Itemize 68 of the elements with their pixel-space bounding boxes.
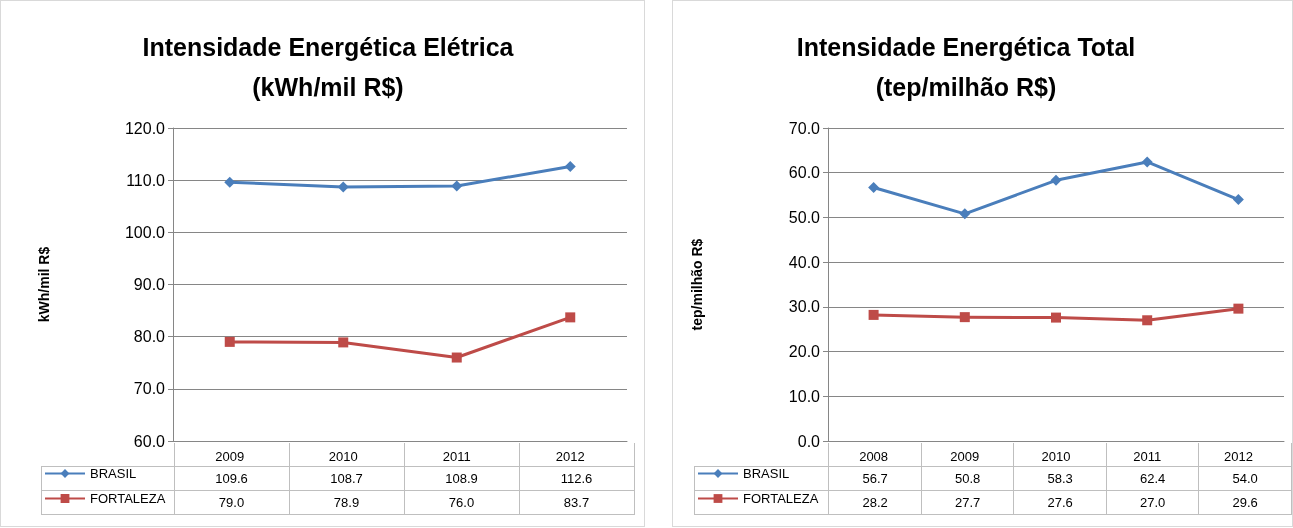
point [868, 309, 879, 320]
y-tick-label: 60.0 [133, 432, 166, 450]
y-tick-label: 80.0 [133, 328, 166, 346]
y-tick-label: 90.0 [133, 276, 166, 293]
data-label: 109.6 [174, 466, 289, 491]
x-tick-label: 2009 [215, 449, 245, 464]
point [959, 208, 971, 220]
y-tick-label: 110.0 [126, 171, 166, 189]
x-tick-label: 2012 [1223, 449, 1253, 464]
legend-label: BRASIL [743, 466, 790, 481]
data-label: 29.6 [1198, 490, 1292, 515]
point [224, 336, 235, 347]
data-label: 54.0 [1198, 466, 1292, 491]
y-tick-label: 120.0 [124, 119, 166, 137]
point [959, 312, 970, 323]
data-label: 108.7 [289, 466, 404, 491]
y-tick-label: 10.0 [788, 387, 821, 405]
y-axis-title: kWh/mil R$ [36, 246, 52, 323]
data-label: 112.6 [519, 466, 634, 491]
point [1050, 174, 1062, 186]
y-tick-label: 70.0 [788, 119, 821, 137]
data-label: 27.7 [921, 490, 1014, 515]
x-tick-label: 2010 [1041, 449, 1071, 464]
y-tick-label: 70.0 [133, 380, 166, 398]
y-tick-label: 0.0 [797, 432, 821, 450]
point [868, 181, 880, 193]
point [564, 161, 576, 173]
legend-label: FORTALEZA [90, 491, 166, 506]
data-label: 56.7 [828, 466, 922, 491]
x-tick-label: 2011 [442, 449, 471, 464]
data-label: 78.9 [289, 490, 404, 515]
point [565, 312, 576, 323]
point [338, 337, 349, 348]
point [451, 180, 463, 192]
chart-subtitle: (kWh/mil R$) [252, 72, 404, 101]
point [1051, 312, 1061, 323]
chart-subtitle: (tep/milhão R$) [875, 72, 1057, 101]
x-tick-label: 2009 [950, 449, 980, 464]
legend-label: BRASIL [90, 466, 137, 481]
point [1141, 156, 1153, 168]
data-label: 108.9 [404, 466, 519, 491]
y-tick-label: 50.0 [788, 208, 821, 226]
y-tick-label: 100.0 [124, 223, 166, 241]
data-label: 27.6 [1013, 490, 1107, 515]
point [1233, 303, 1244, 314]
point [1142, 315, 1153, 326]
data-label: 28.2 [828, 490, 922, 515]
chart-title: Intensidade Energética Total [796, 32, 1136, 61]
y-tick-label: 30.0 [788, 298, 821, 316]
y-tick-label: 20.0 [788, 343, 821, 361]
data-label: 62.4 [1106, 466, 1199, 491]
y-tick-label: 60.0 [788, 164, 821, 182]
data-label: 83.7 [519, 490, 634, 515]
data-label: 76.0 [404, 490, 519, 515]
x-tick-label: 2012 [555, 449, 585, 464]
x-tick-label: 2011 [1133, 449, 1162, 464]
x-tick-label: 2008 [859, 449, 889, 464]
chart-title: Intensidade Energética Elétrica [142, 32, 515, 61]
y-tick-label: 40.0 [788, 253, 821, 271]
data-label: 58.3 [1013, 466, 1107, 491]
y-axis-title: tep/milhão R$ [689, 238, 705, 331]
legend-label: FORTALEZA [743, 491, 819, 506]
data-label: 27.0 [1106, 490, 1199, 515]
point [1232, 194, 1244, 206]
x-tick-label: 2010 [328, 449, 358, 464]
data-label: 50.8 [921, 466, 1014, 491]
point [451, 352, 462, 363]
data-label: 79.0 [174, 490, 289, 515]
